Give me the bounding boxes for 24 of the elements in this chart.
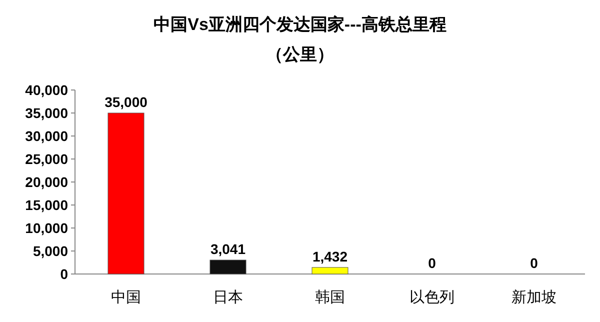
bar — [210, 260, 246, 274]
x-tick-label: 韩国 — [315, 289, 345, 306]
y-tick-label: 35,000 — [25, 105, 68, 121]
y-tick-label: 30,000 — [25, 128, 68, 144]
x-tick-label: 以色列 — [410, 289, 454, 306]
data-label: 35,000 — [104, 94, 148, 110]
bar — [108, 112, 144, 274]
bar — [312, 267, 348, 274]
x-tick-label: 中国 — [111, 289, 141, 306]
y-tick-label: 10,000 — [25, 220, 68, 236]
y-tick-label: 0 — [60, 266, 68, 282]
data-label: 0 — [428, 255, 436, 271]
y-tick-label: 25,000 — [25, 151, 68, 167]
data-label: 1,432 — [312, 248, 348, 264]
y-tick-label: 5,000 — [32, 243, 68, 259]
x-tick-label: 新加坡 — [512, 289, 556, 306]
y-tick-label: 15,000 — [25, 197, 68, 213]
chart-subtitle: （公里） — [266, 45, 334, 64]
y-tick-label: 40,000 — [25, 82, 68, 98]
y-tick-label: 20,000 — [25, 174, 68, 190]
data-label: 0 — [530, 255, 538, 271]
data-label: 3,041 — [210, 241, 246, 258]
chart-title: 中国Vs亚洲四个发达国家---高铁总里程 — [154, 15, 446, 34]
x-tick-label: 日本 — [213, 289, 243, 306]
